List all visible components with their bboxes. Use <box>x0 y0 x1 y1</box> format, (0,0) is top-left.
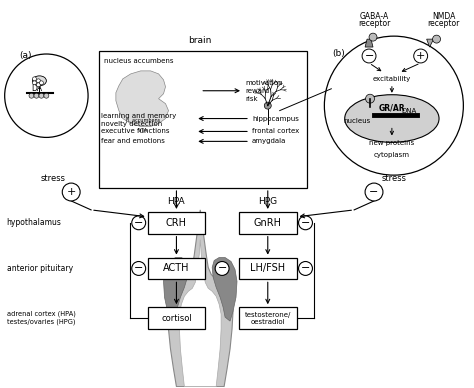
Text: n. accumbens: n. accumbens <box>126 118 160 123</box>
Circle shape <box>33 77 36 81</box>
Bar <box>147 258 205 279</box>
Text: −: − <box>134 218 144 228</box>
Text: frontal cortex: frontal cortex <box>252 128 299 135</box>
Text: novelty detection: novelty detection <box>101 121 162 126</box>
Text: nucleus: nucleus <box>344 118 371 123</box>
Circle shape <box>44 93 49 98</box>
Text: receptor: receptor <box>358 19 390 28</box>
Polygon shape <box>167 210 233 386</box>
Text: anterior pituitary: anterior pituitary <box>7 264 73 273</box>
Text: −: − <box>369 187 379 197</box>
Text: excitability: excitability <box>373 76 411 82</box>
Polygon shape <box>164 258 188 321</box>
Text: testes/ovaries (HPG): testes/ovaries (HPG) <box>7 319 75 325</box>
Polygon shape <box>365 39 373 47</box>
Text: HPA: HPA <box>168 197 185 206</box>
Text: testosterone/: testosterone/ <box>245 312 291 318</box>
Circle shape <box>365 183 383 201</box>
Bar <box>239 307 297 329</box>
Text: −: − <box>301 263 310 274</box>
Polygon shape <box>212 258 237 321</box>
Circle shape <box>5 54 88 137</box>
Ellipse shape <box>33 76 46 86</box>
Text: ACTH: ACTH <box>163 263 190 274</box>
Circle shape <box>264 102 271 109</box>
Text: −: − <box>134 263 144 274</box>
Circle shape <box>34 93 39 98</box>
Circle shape <box>132 262 146 275</box>
Text: (b): (b) <box>332 48 345 57</box>
Text: GR/AR: GR/AR <box>379 103 405 112</box>
Text: LH/FSH: LH/FSH <box>250 263 285 274</box>
Text: −: − <box>365 51 374 61</box>
Text: new proteins: new proteins <box>369 140 414 146</box>
Text: nucleus accumbens: nucleus accumbens <box>104 58 173 64</box>
Text: −: − <box>301 218 310 228</box>
Text: GnRH: GnRH <box>254 218 282 228</box>
Circle shape <box>433 35 440 43</box>
Circle shape <box>365 94 374 103</box>
Polygon shape <box>427 39 434 47</box>
Text: adrenal cortex (HPA): adrenal cortex (HPA) <box>7 311 75 317</box>
Text: oestradiol: oestradiol <box>250 319 285 325</box>
Text: executive functions: executive functions <box>101 128 170 135</box>
Bar <box>147 212 205 234</box>
Text: (a): (a) <box>19 52 32 61</box>
Text: HPG: HPG <box>258 197 277 206</box>
Circle shape <box>62 183 80 201</box>
Circle shape <box>36 79 40 83</box>
Text: DA: DA <box>31 84 42 93</box>
Text: motivation: motivation <box>245 80 283 86</box>
Text: reward: reward <box>245 88 269 94</box>
Circle shape <box>414 49 428 63</box>
Circle shape <box>39 81 44 85</box>
Circle shape <box>362 49 376 63</box>
Circle shape <box>215 262 229 275</box>
Text: VTA: VTA <box>137 128 148 133</box>
Circle shape <box>33 81 36 85</box>
Text: +: + <box>66 187 76 197</box>
Text: CRH: CRH <box>166 218 187 228</box>
Text: cytoplasm: cytoplasm <box>374 152 410 158</box>
Text: hypothalamus: hypothalamus <box>7 218 62 227</box>
Text: NMDA: NMDA <box>432 12 455 21</box>
Text: stress: stress <box>41 173 66 183</box>
Bar <box>239 212 297 234</box>
Text: brain: brain <box>189 36 212 45</box>
Text: risk: risk <box>245 96 257 102</box>
Polygon shape <box>180 240 221 386</box>
Text: amygdala: amygdala <box>252 139 286 144</box>
Ellipse shape <box>345 95 439 142</box>
Text: stress: stress <box>382 173 406 183</box>
Circle shape <box>39 93 44 98</box>
Text: receptor: receptor <box>428 19 460 28</box>
Circle shape <box>29 93 34 98</box>
Circle shape <box>299 262 312 275</box>
Circle shape <box>36 83 40 87</box>
Text: +: + <box>416 51 425 61</box>
Circle shape <box>324 36 464 175</box>
Bar <box>99 51 308 188</box>
Text: hippocampus: hippocampus <box>252 116 299 121</box>
Text: −: − <box>218 263 227 274</box>
Bar <box>147 307 205 329</box>
Text: GABA-A: GABA-A <box>359 12 389 21</box>
Text: learning and memory: learning and memory <box>101 113 176 119</box>
Circle shape <box>299 216 312 230</box>
Polygon shape <box>116 71 168 126</box>
Circle shape <box>369 33 377 41</box>
Text: DNA: DNA <box>401 107 416 114</box>
Circle shape <box>132 216 146 230</box>
Text: cortisol: cortisol <box>161 314 192 322</box>
Text: fear and emotions: fear and emotions <box>101 139 165 144</box>
Bar <box>239 258 297 279</box>
